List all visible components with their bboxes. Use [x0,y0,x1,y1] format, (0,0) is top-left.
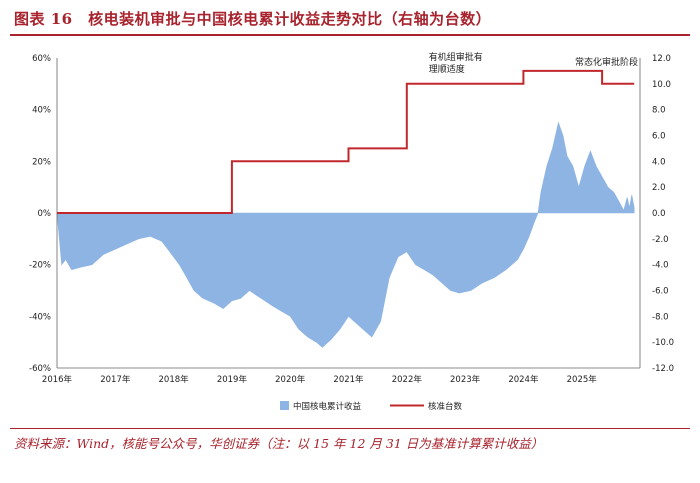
x-tick-label: 2018年 [159,374,190,385]
legend-label-area: 中国核电累计收益 [293,401,362,412]
annotation-line: 理顺适度 [429,63,465,75]
y-left-tick-label: -60% [29,364,51,374]
x-tick-label: 2021年 [333,374,364,385]
x-tick-label: 2024年 [508,374,539,385]
legend-label-line: 核准台数 [428,401,463,412]
legend-swatch-area [280,401,289,410]
y-right-tick-label: 0.0 [652,209,666,219]
annotation-line: 常态化审批阶段 [575,56,638,68]
y-right-tick-label: 12.0 [652,54,671,64]
series-step-approvals [57,69,635,214]
y-right-tick-label: 4.0 [652,157,666,167]
y-left-tick-label: -40% [29,312,51,322]
x-tick-label: 2017年 [100,374,131,385]
y-right-tick-label: -4.0 [652,261,669,271]
y-left-tick-label: 0% [38,209,52,219]
x-tick-label: 2020年 [275,374,306,385]
figure-title: 图表 16 核电装机审批与中国核电累计收益走势对比（右轴为台数） [14,10,492,28]
x-tick-label: 2023年 [450,374,481,385]
annotation-label: 有机组审批有理顺适度 [429,51,483,75]
source-rule [10,428,690,429]
y-left-tick-label: 40% [32,106,51,116]
y-right-tick-label: 2.0 [652,183,666,193]
title-rule [10,34,690,36]
y-left-tick-label: -20% [29,261,51,271]
annotation-label: 常态化审批阶段 [575,56,638,68]
y-left-tick-label: 20% [32,157,51,167]
x-tick-label: 2022年 [392,374,423,385]
y-right-tick-label: -2.0 [652,235,669,245]
y-left-tick-label: 60% [32,54,51,64]
y-right-tick-label: -8.0 [652,312,669,322]
y-right-tick-label: -12.0 [652,364,674,374]
x-tick-label: 2019年 [217,374,248,385]
x-tick-label: 2025年 [567,374,598,385]
source-note: 资料来源：Wind，核能号公众号，华创证券（注：以 15 年 12 月 31 日… [14,436,544,451]
y-right-tick-label: -10.0 [652,338,674,348]
x-tick-label: 2016年 [42,374,73,385]
y-right-tick-label: 10.0 [652,80,671,90]
series-area-return [56,121,635,348]
y-right-tick-label: 6.0 [652,132,666,142]
annotation-line: 有机组审批有 [429,51,483,63]
chart: 60% 40% 20% 0% -20% -40% -60% 12.0 10.0 8.0 6.0 4.0… [29,51,674,412]
y-right-tick-label: -6.0 [652,287,669,297]
y-right-tick-label: 8.0 [652,106,666,116]
